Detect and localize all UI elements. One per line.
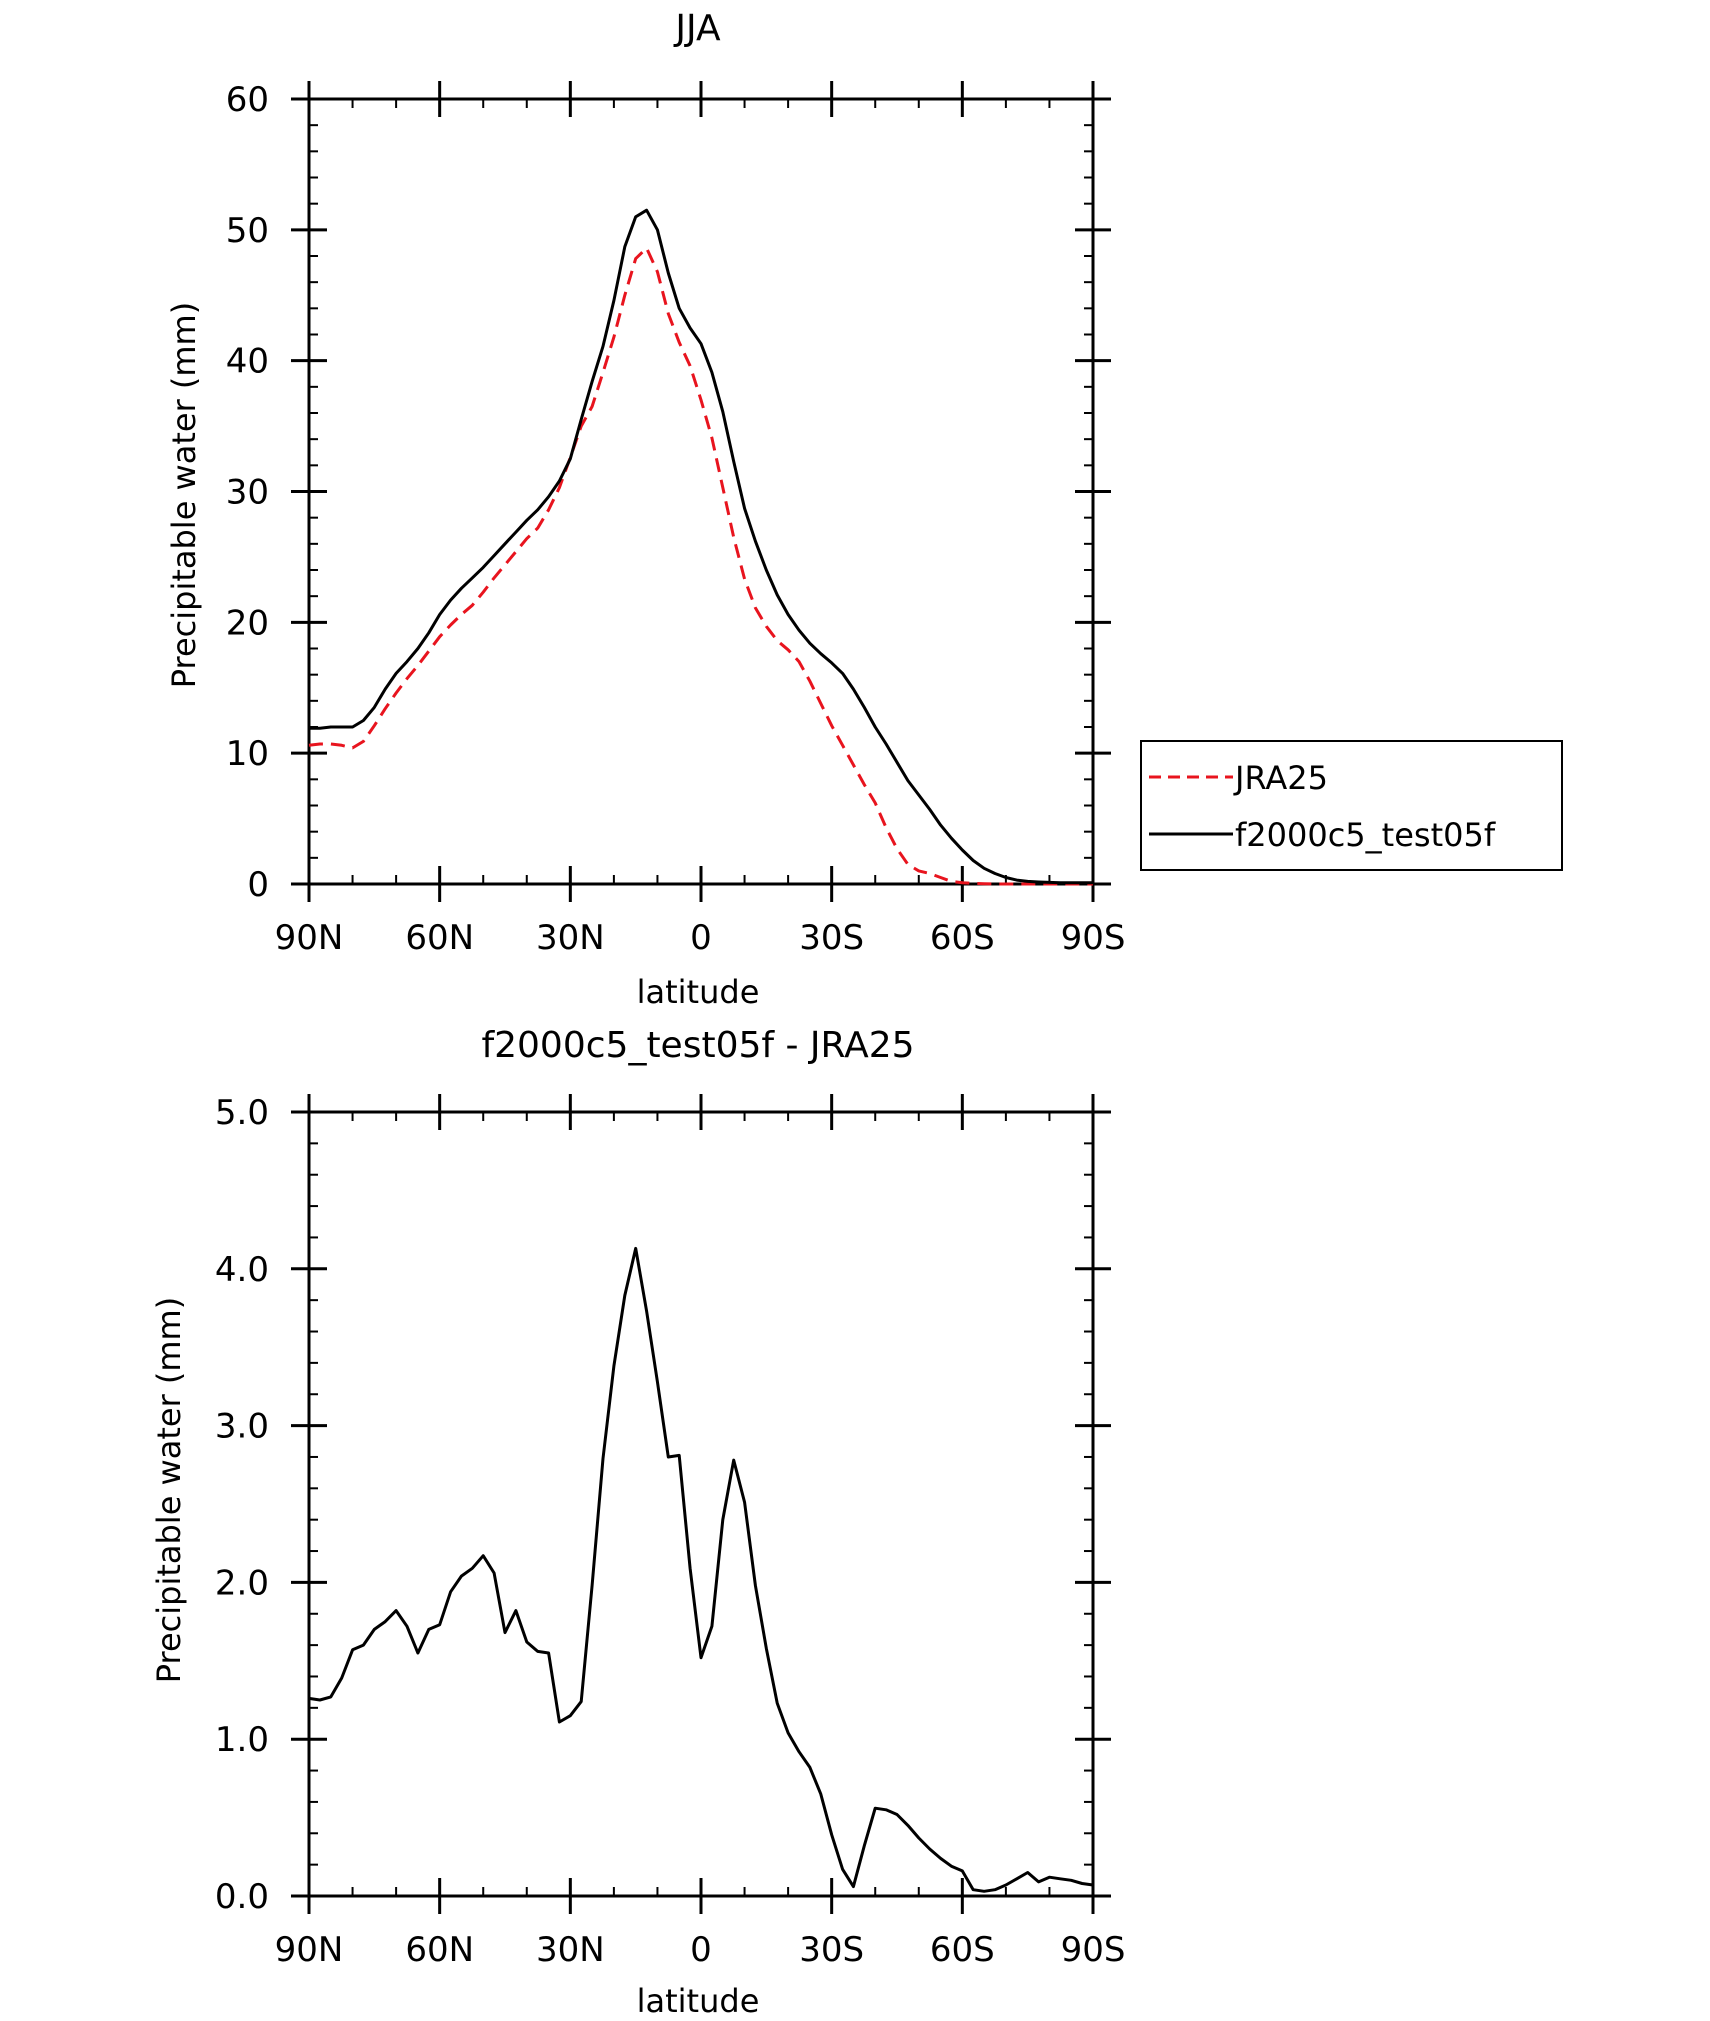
x-tick-label: 90S: [1061, 1930, 1126, 1970]
x-tick-label: 30N: [536, 918, 605, 958]
y-tick-label: 3.0: [215, 1407, 269, 1447]
x-tick-label: 30N: [536, 1930, 605, 1970]
series-line-jra25: [308, 246, 1093, 886]
x-tick-label: 30S: [799, 918, 864, 958]
y-tick-label: 50: [226, 211, 269, 251]
y-tick-label: 10: [226, 734, 269, 774]
y-tick-label: 30: [226, 473, 269, 513]
plot-area: 0 10 20 30 40 50 60 90N 60N 30N 0 30S 60S 90S: [226, 80, 1126, 958]
y-axis-label: Precipitable water (mm): [165, 302, 203, 688]
plot-frame: [307, 1110, 1095, 1898]
chart-difference: f2000c5_test05f - JRA25 0.0 1.0 2.0 3.0 4.0 5…: [150, 1025, 1125, 2020]
series-line-series-0: [308, 1246, 1094, 1893]
x-tick-label: 60S: [930, 918, 995, 958]
x-tick-label: 0: [690, 1930, 712, 1970]
plot-area: 0.0 1.0 2.0 3.0 4.0 5.0 90N 60N 30N 0 30S 60S 90S: [215, 1093, 1126, 1970]
chart-jja: JJA 0 10 20 30 40 50 60 90N 60N 30N 0 30S 60S 90S lat…: [165, 8, 1125, 1011]
y-tick-label: 60: [226, 80, 269, 120]
x-tick-label: 90S: [1061, 918, 1126, 958]
y-tick-label: 0.0: [215, 1877, 269, 1917]
x-tick-label: 90N: [275, 1930, 344, 1970]
x-tick-label: 0: [690, 918, 712, 958]
x-tick-label: 60N: [405, 1930, 474, 1970]
y-axis-label: Precipitable water (mm): [150, 1297, 188, 1683]
y-tick-label: 40: [226, 342, 269, 382]
chart-title: JJA: [673, 8, 721, 49]
legend: JRA25 f2000c5_test05f: [1140, 740, 1563, 871]
legend-label-jra25: JRA25: [1233, 759, 1328, 797]
x-axis-label: latitude: [637, 973, 760, 1011]
legend-label-f2000c5-test05f: f2000c5_test05f: [1235, 816, 1496, 854]
y-tick-label: 5.0: [215, 1093, 269, 1133]
y-tick-label: 20: [226, 603, 269, 643]
y-tick-label: 2.0: [215, 1563, 269, 1603]
plot-frame: [307, 97, 1095, 886]
y-tick-label: 4.0: [215, 1250, 269, 1290]
x-axis-label: latitude: [637, 1982, 760, 2020]
x-tick-label: 90N: [275, 918, 344, 958]
y-tick-label: 1.0: [215, 1720, 269, 1760]
series-line-f2000c5-test05f: [309, 208, 1093, 885]
x-tick-label: 60N: [405, 918, 474, 958]
x-tick-label: 60S: [930, 1930, 995, 1970]
chart-title: f2000c5_test05f - JRA25: [481, 1025, 914, 1066]
legend-box: [1140, 740, 1563, 871]
x-tick-label: 30S: [799, 1930, 864, 1970]
y-tick-label: 0: [247, 865, 269, 905]
